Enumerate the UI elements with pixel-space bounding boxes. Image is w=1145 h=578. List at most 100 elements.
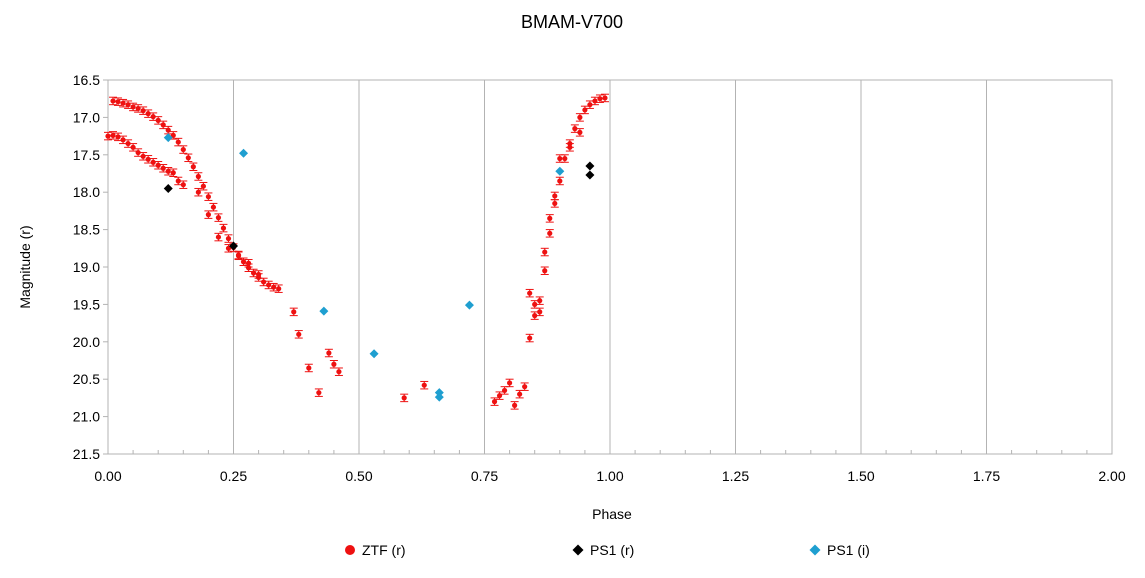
x-axis-ticks: 0.00 0.25 0.50 0.75 1.00 1.25 1.50 1.75 2.00	[94, 450, 1126, 484]
x-tick-label-3: 0.75	[471, 468, 498, 484]
point	[316, 390, 322, 396]
point	[190, 164, 196, 170]
point	[291, 309, 297, 315]
point	[155, 162, 161, 168]
y-axis-ticks: 16.5 17.0 17.5 18.0 18.5 19.0 19.5 20.0 20.5 21.0…	[73, 72, 108, 462]
point	[585, 161, 595, 171]
point	[180, 146, 186, 153]
point	[239, 148, 249, 158]
point	[240, 259, 247, 265]
point	[552, 193, 558, 199]
point	[200, 183, 206, 189]
point	[261, 279, 267, 285]
point	[532, 313, 538, 319]
point	[185, 155, 191, 161]
x-tick-label-6: 1.50	[847, 468, 874, 484]
chart-title: BMAM-V700	[521, 12, 623, 32]
point	[306, 365, 312, 371]
point	[421, 382, 427, 388]
point	[501, 387, 508, 394]
point	[542, 249, 548, 255]
y-axis-title: Magnitude (r)	[17, 225, 33, 308]
point	[145, 156, 151, 162]
point	[175, 178, 181, 184]
point	[195, 189, 201, 195]
point	[215, 215, 222, 221]
point	[115, 99, 121, 105]
point	[527, 290, 533, 296]
point	[552, 200, 558, 207]
point	[597, 96, 603, 102]
legend-label-0: ZTF (r)	[362, 542, 406, 558]
x-tick-label-5: 1.25	[722, 468, 749, 484]
point	[140, 153, 146, 159]
point	[522, 384, 528, 390]
point	[572, 126, 578, 132]
point	[180, 182, 186, 188]
point	[175, 139, 181, 145]
legend-label-2: PS1 (i)	[827, 542, 870, 558]
point	[577, 114, 583, 120]
point	[464, 300, 474, 310]
series-1	[163, 161, 595, 251]
point	[163, 133, 173, 143]
point	[225, 235, 232, 242]
point	[210, 204, 217, 210]
data-points	[104, 93, 609, 410]
point	[557, 178, 563, 184]
point	[532, 301, 538, 307]
point	[165, 168, 171, 174]
point	[245, 260, 252, 266]
x-tick-label-2: 0.50	[345, 468, 372, 484]
point	[602, 95, 608, 101]
point	[205, 194, 211, 200]
point	[434, 392, 444, 402]
x-tick-label-0: 0.00	[94, 468, 121, 484]
point	[537, 298, 543, 304]
point	[110, 98, 116, 104]
x-axis-title: Phase	[592, 506, 632, 522]
point	[135, 149, 141, 156]
point	[105, 133, 111, 139]
point	[150, 114, 156, 120]
point	[229, 241, 238, 251]
series-2	[163, 133, 565, 402]
point	[220, 225, 227, 231]
point	[577, 129, 583, 135]
point	[296, 331, 302, 337]
y-tick-label-0: 16.5	[73, 72, 100, 88]
y-tick-label-4: 18.5	[73, 222, 100, 238]
point	[555, 166, 565, 176]
point	[256, 271, 262, 278]
point	[517, 391, 523, 397]
y-tick-label-6: 19.5	[73, 296, 100, 312]
point	[170, 170, 176, 176]
y-tick-label-5: 19.0	[73, 259, 100, 275]
point	[145, 111, 151, 117]
x-tick-label-7: 1.75	[973, 468, 1000, 484]
legend-label-1: PS1 (r)	[590, 542, 634, 558]
y-tick-label-10: 21.5	[73, 446, 100, 462]
y-tick-label-9: 21.0	[73, 409, 100, 425]
point	[163, 183, 173, 193]
grid	[107, 80, 1113, 454]
y-tick-label-7: 20.0	[73, 334, 100, 350]
x-tick-label-1: 0.25	[220, 468, 247, 484]
point	[276, 286, 282, 292]
point	[271, 284, 277, 290]
point	[150, 159, 156, 165]
point	[215, 234, 222, 240]
point	[491, 399, 498, 405]
series-0	[104, 93, 609, 410]
legend-marker-2	[809, 544, 821, 556]
point	[562, 155, 568, 162]
point	[547, 230, 553, 236]
point	[195, 173, 201, 180]
point	[140, 108, 146, 114]
point	[512, 402, 518, 408]
point	[369, 349, 379, 359]
y-tick-label-1: 17.0	[73, 109, 100, 125]
legend-marker-0	[345, 545, 355, 555]
